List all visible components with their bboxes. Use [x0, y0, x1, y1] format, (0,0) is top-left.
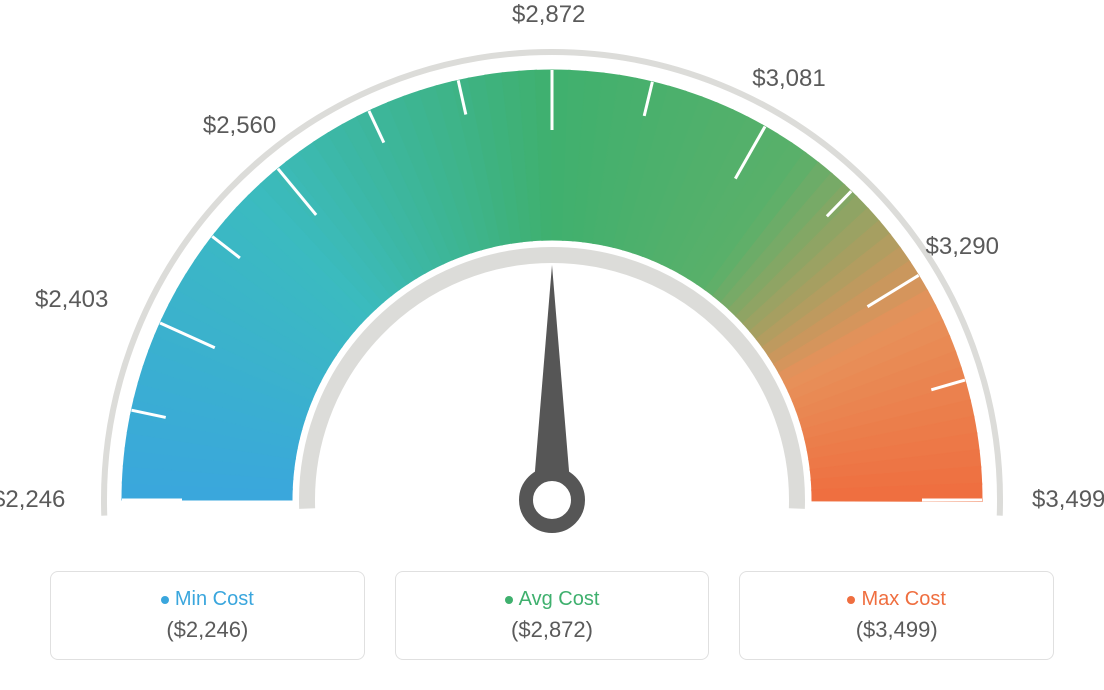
cost-cards: Min Cost ($2,246) Avg Cost ($2,872) Max …	[50, 571, 1054, 660]
gauge-tick-label: $2,872	[512, 1, 585, 29]
gauge-svg	[0, 10, 1104, 550]
avg-cost-title: Avg Cost	[416, 588, 689, 611]
gauge-tick-label: $2,560	[203, 112, 276, 140]
avg-dot-icon	[505, 596, 513, 604]
min-dot-icon	[161, 596, 169, 604]
gauge-tick-label: $3,499	[1032, 486, 1104, 514]
avg-cost-value: ($2,872)	[416, 617, 689, 643]
gauge-chart: $2,246$2,403$2,560$2,872$3,081$3,290$3,4…	[0, 10, 1104, 550]
max-cost-card: Max Cost ($3,499)	[739, 571, 1054, 660]
min-cost-label: Min Cost	[175, 588, 254, 610]
max-dot-icon	[847, 596, 855, 604]
max-cost-value: ($3,499)	[760, 617, 1033, 643]
chart-container: $2,246 $2,403 $2,560 $2,872 $3,081 $3,290 $3,4…	[0, 0, 1104, 690]
gauge-tick-label: $3,290	[926, 233, 999, 261]
avg-cost-card: Avg Cost ($2,872)	[395, 571, 710, 660]
avg-cost-label: Avg Cost	[519, 588, 600, 610]
min-cost-value: ($2,246)	[71, 617, 344, 643]
gauge-tick-label: $2,403	[35, 286, 108, 314]
gauge-tick-label: $3,081	[752, 65, 825, 93]
max-cost-title: Max Cost	[760, 588, 1033, 611]
min-cost-card: Min Cost ($2,246)	[50, 571, 365, 660]
gauge-tick-label: $2,246	[0, 486, 65, 514]
min-cost-title: Min Cost	[71, 588, 344, 611]
max-cost-label: Max Cost	[861, 588, 945, 610]
